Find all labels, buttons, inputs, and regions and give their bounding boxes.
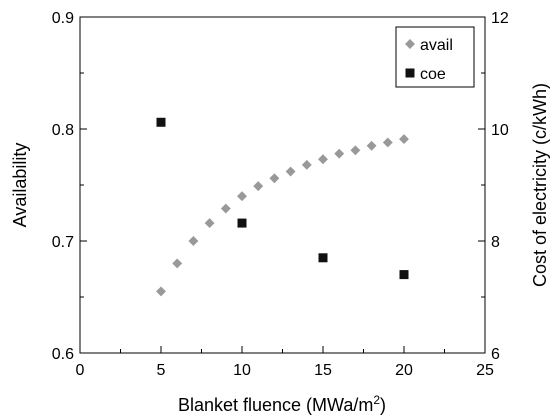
y-right-tick-label: 8	[491, 234, 500, 251]
coe-point	[399, 270, 409, 280]
y-right-tick-label: 10	[491, 122, 509, 139]
data-marks	[156, 117, 409, 297]
avail-point	[204, 218, 215, 229]
legend-coe-label: coe	[420, 66, 446, 83]
y-axis-right-title: Cost of electricity (c/kWh)	[530, 83, 550, 287]
avail-point	[334, 148, 345, 159]
x-tick-label: 20	[395, 362, 413, 379]
x-tick-label: 5	[157, 362, 166, 379]
avail-point	[399, 134, 409, 145]
avail-point	[318, 154, 328, 165]
avail-point	[156, 286, 166, 297]
avail-point	[172, 258, 183, 269]
avail-point	[188, 236, 199, 246]
avail-point	[269, 173, 280, 184]
x-axis-title: Blanket fluence (MWa/m2)	[178, 393, 386, 415]
y-right-tick-label: 6	[491, 346, 500, 363]
avail-point	[301, 159, 312, 170]
axis-tick-labels: 0 5 10 15 20 25 0.6 0.7 0.8 0.9 6 8 10 12	[52, 10, 509, 379]
avail-point	[382, 137, 393, 148]
avail-point	[366, 140, 377, 151]
legend-avail-label: avail	[420, 37, 453, 54]
coe-point	[156, 117, 166, 127]
y-right-tick-label: 12	[491, 10, 509, 27]
x-tick-label: 25	[476, 362, 494, 379]
avail-point	[253, 181, 264, 192]
avail-point	[285, 166, 296, 177]
x-tick-label: 0	[76, 362, 85, 379]
legend: avail coe	[395, 26, 475, 88]
y-left-tick-label: 0.6	[52, 346, 74, 363]
y-left-tick-label: 0.7	[52, 234, 74, 251]
x-tick-label: 15	[314, 362, 332, 379]
y-left-tick-label: 0.9	[52, 10, 74, 27]
x-tick-label: 10	[233, 362, 251, 379]
avail-point	[350, 145, 361, 156]
avail-point	[237, 191, 247, 202]
y-left-tick-label: 0.8	[52, 122, 74, 139]
axis-ticks	[79, 16, 486, 354]
legend-coe-marker	[405, 68, 415, 78]
avail-point	[220, 203, 231, 214]
y-axis-left-title: Availability	[10, 143, 30, 228]
coe-point	[318, 253, 328, 263]
coe-point	[237, 218, 247, 228]
